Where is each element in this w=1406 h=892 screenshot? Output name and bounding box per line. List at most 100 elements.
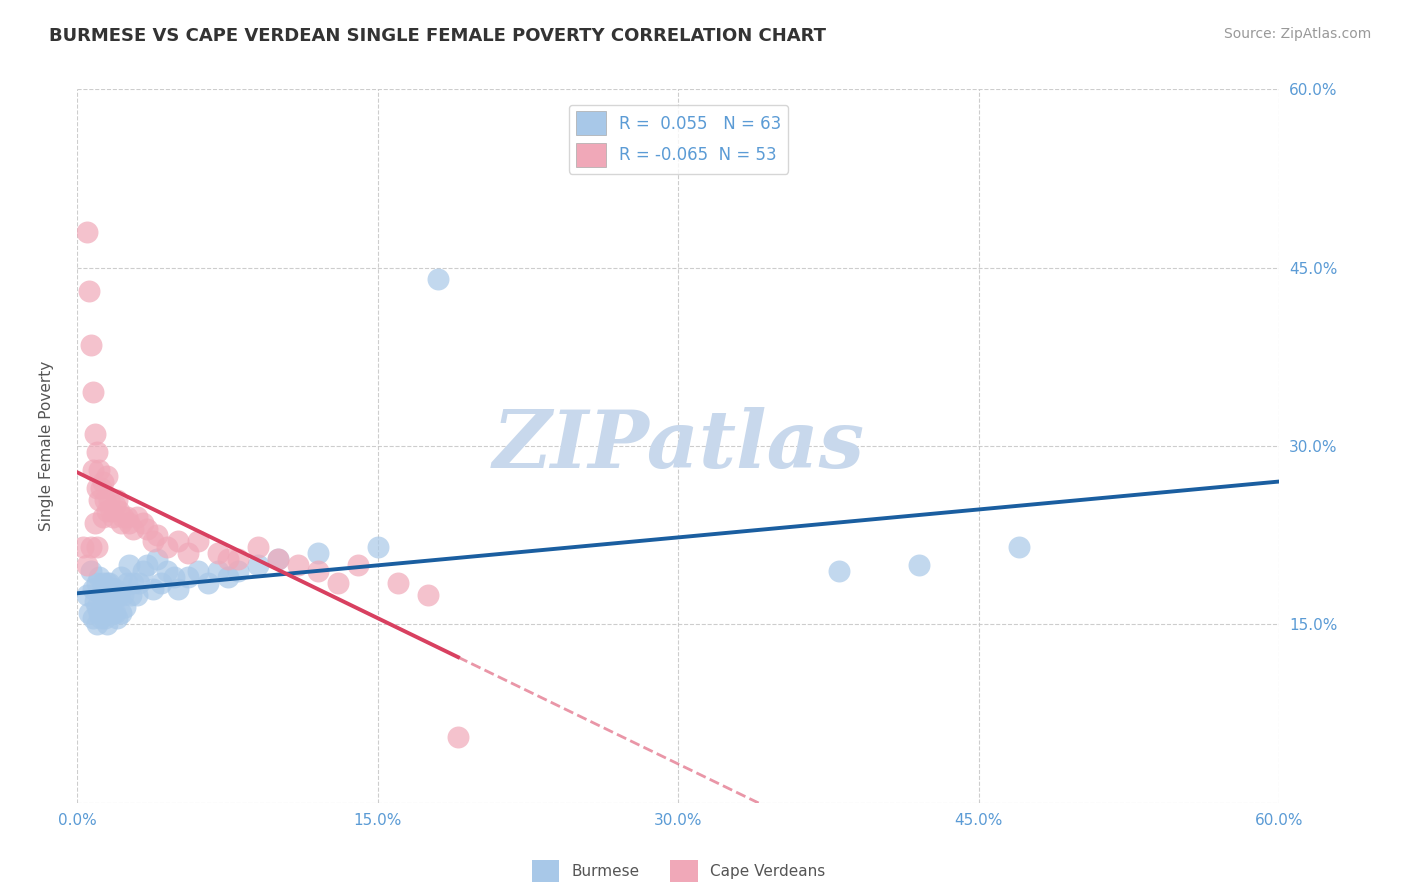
Point — [104, 499, 127, 513]
Point — [127, 588, 149, 602]
Point — [72, 540, 94, 554]
Point — [287, 558, 309, 572]
Point — [176, 570, 198, 584]
Point — [217, 552, 239, 566]
Point — [108, 504, 131, 518]
Point — [86, 445, 108, 459]
Point — [107, 611, 129, 625]
Point — [267, 552, 290, 566]
Point — [132, 516, 155, 531]
Point — [118, 558, 141, 572]
Point — [86, 575, 108, 590]
Point — [246, 558, 269, 572]
Point — [207, 546, 229, 560]
Point — [226, 564, 249, 578]
Point — [86, 599, 108, 614]
Point — [76, 225, 98, 239]
Point — [82, 582, 104, 596]
Point — [207, 564, 229, 578]
Point — [246, 540, 269, 554]
Point — [96, 599, 118, 614]
Point — [416, 588, 439, 602]
Point — [89, 492, 111, 507]
Point — [166, 534, 188, 549]
Point — [828, 564, 851, 578]
Point — [98, 575, 121, 590]
Point — [367, 540, 389, 554]
Point — [217, 570, 239, 584]
Point — [86, 540, 108, 554]
Point — [307, 546, 329, 560]
Point — [82, 463, 104, 477]
Point — [79, 285, 101, 299]
Point — [100, 588, 122, 602]
Point — [427, 272, 450, 286]
Point — [117, 575, 139, 590]
Point — [96, 575, 118, 590]
Point — [82, 385, 104, 400]
Point — [197, 575, 219, 590]
Point — [90, 588, 112, 602]
Point — [117, 510, 139, 524]
Text: Source: ZipAtlas.com: Source: ZipAtlas.com — [1223, 27, 1371, 41]
Point — [110, 606, 132, 620]
Point — [84, 593, 107, 607]
Point — [127, 510, 149, 524]
Point — [103, 606, 125, 620]
Point — [86, 481, 108, 495]
Point — [80, 564, 103, 578]
Point — [156, 564, 179, 578]
Legend: Burmese, Cape Verdeans: Burmese, Cape Verdeans — [526, 854, 831, 888]
Point — [146, 528, 169, 542]
Point — [82, 611, 104, 625]
Point — [86, 617, 108, 632]
Point — [100, 606, 122, 620]
Point — [103, 582, 125, 596]
Point — [136, 558, 159, 572]
Point — [89, 606, 111, 620]
Point — [122, 522, 145, 536]
Point — [166, 582, 188, 596]
Point — [122, 575, 145, 590]
Point — [226, 552, 249, 566]
Point — [128, 575, 150, 590]
Point — [80, 338, 103, 352]
Point — [108, 588, 131, 602]
Point — [176, 546, 198, 560]
Point — [347, 558, 370, 572]
Point — [142, 534, 165, 549]
Point — [267, 552, 290, 566]
Point — [136, 522, 159, 536]
Point — [96, 617, 118, 632]
Point — [110, 516, 132, 531]
Point — [76, 588, 98, 602]
Point — [89, 570, 111, 584]
Point — [326, 575, 349, 590]
Point — [94, 611, 117, 625]
Point — [93, 510, 115, 524]
Point — [79, 606, 101, 620]
Point — [103, 510, 125, 524]
Point — [447, 731, 470, 745]
Point — [104, 606, 127, 620]
Point — [908, 558, 931, 572]
Text: BURMESE VS CAPE VERDEAN SINGLE FEMALE POVERTY CORRELATION CHART: BURMESE VS CAPE VERDEAN SINGLE FEMALE PO… — [49, 27, 827, 45]
Point — [114, 599, 136, 614]
Point — [80, 540, 103, 554]
Point — [112, 510, 135, 524]
Point — [107, 588, 129, 602]
Point — [132, 564, 155, 578]
Point — [112, 588, 135, 602]
Point — [162, 570, 184, 584]
Point — [93, 575, 115, 590]
Point — [96, 504, 118, 518]
Point — [187, 534, 209, 549]
Point — [94, 588, 117, 602]
Point — [104, 582, 127, 596]
Point — [84, 427, 107, 442]
Y-axis label: Single Female Poverty: Single Female Poverty — [39, 361, 53, 531]
Point — [146, 552, 169, 566]
Point — [107, 492, 129, 507]
Point — [156, 540, 179, 554]
Point — [142, 582, 165, 596]
